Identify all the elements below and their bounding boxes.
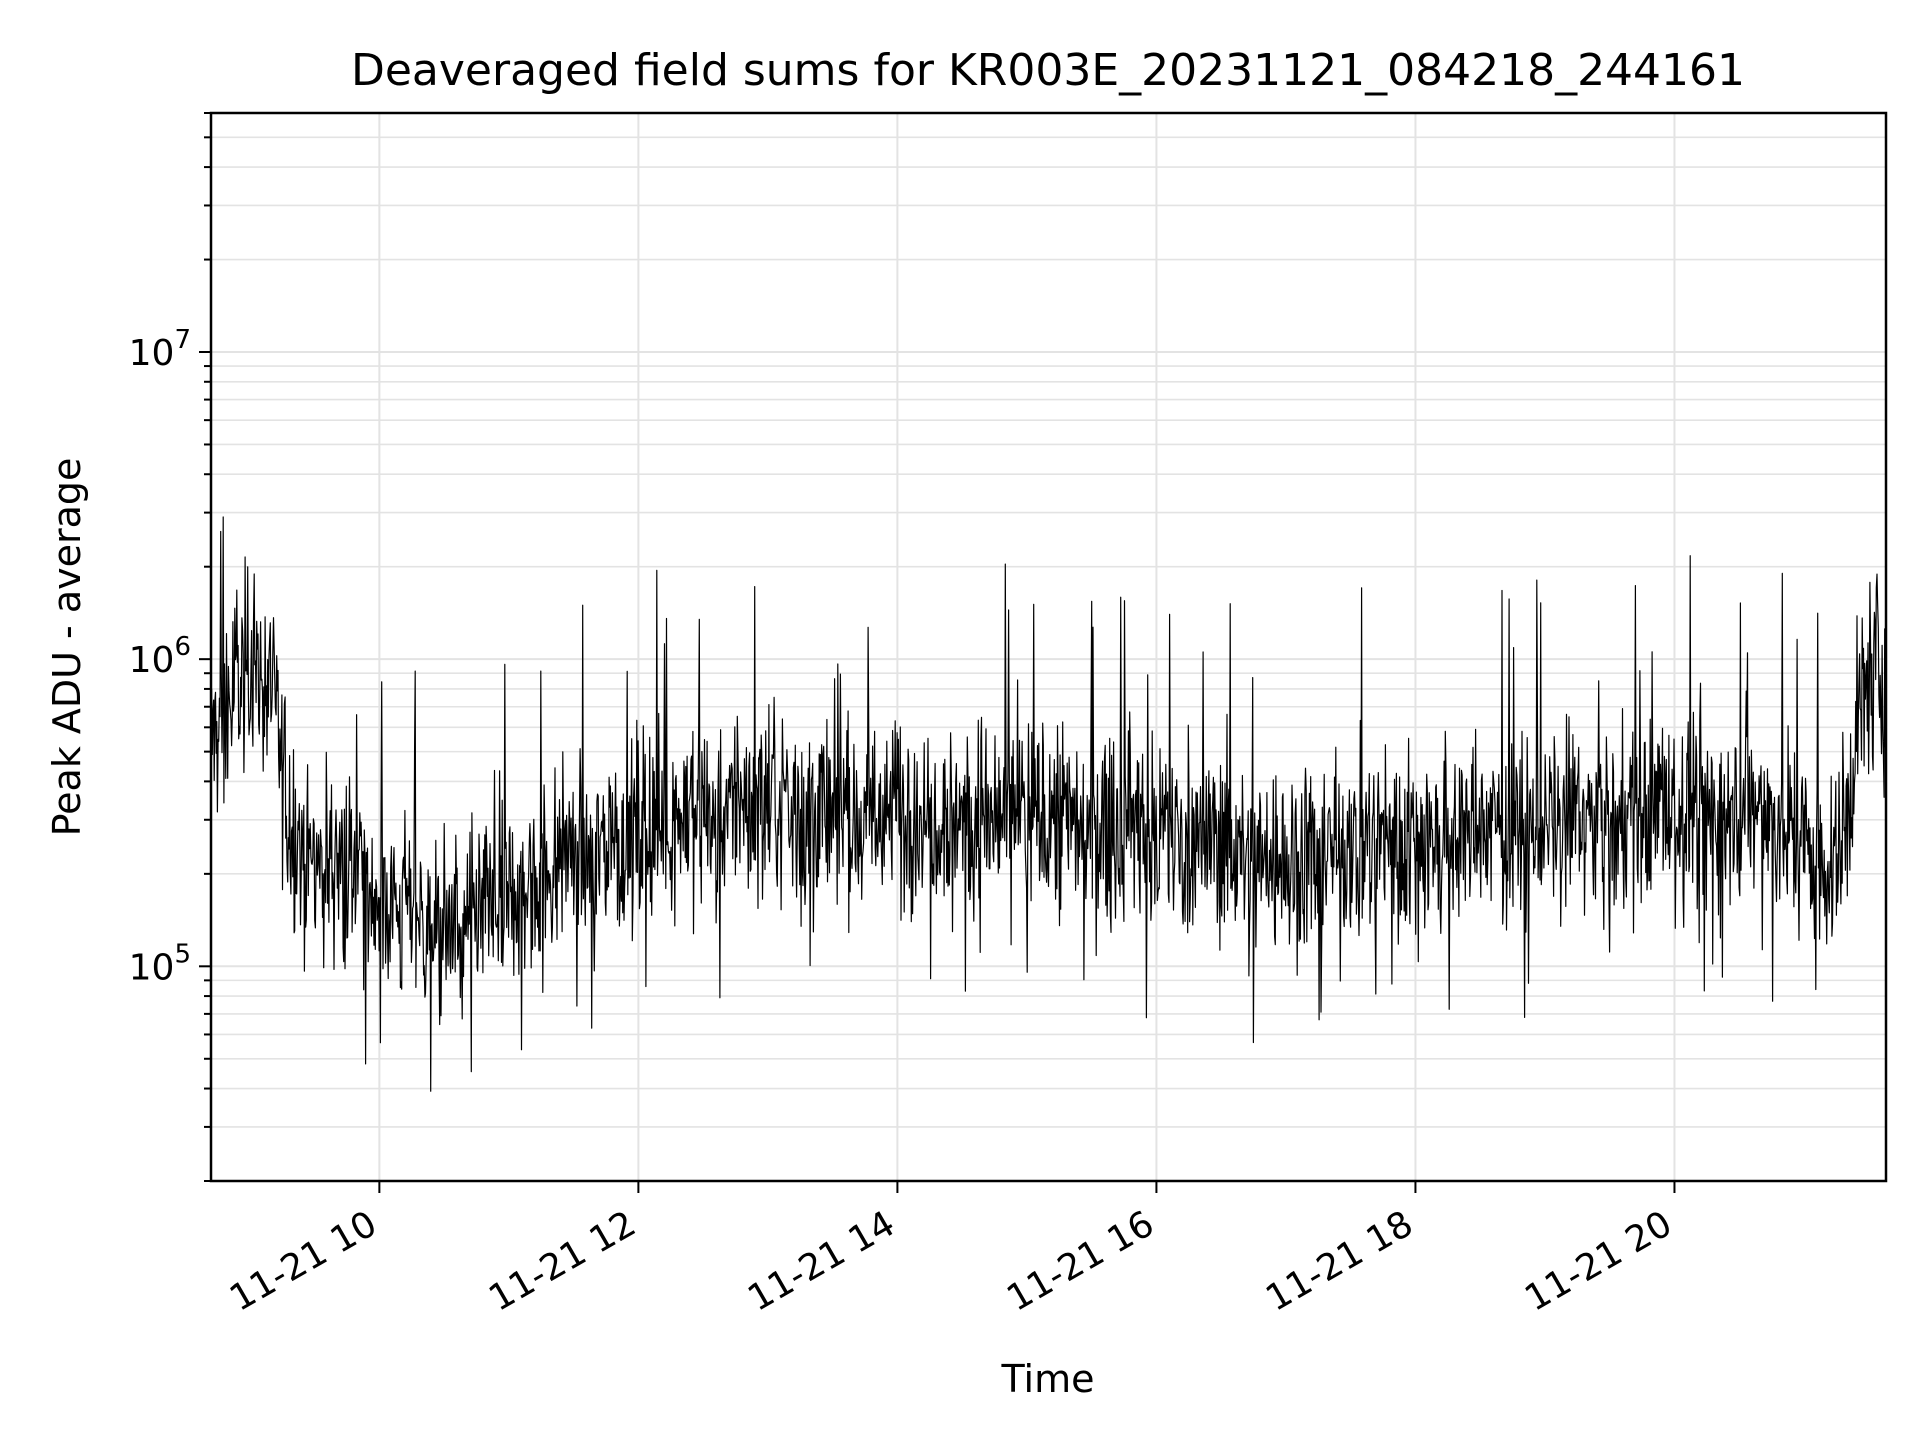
series-line — [211, 437, 1886, 1092]
axes-frame — [209, 111, 1888, 1183]
chart-title: Deaveraged field sums for KR003E_2023112… — [351, 45, 1745, 96]
x-axis-label: Time — [1001, 1357, 1095, 1401]
y-tick-label: 106 — [129, 632, 191, 681]
y-tick-label: 105 — [129, 939, 191, 988]
y-axis-ticks: 105 106 107 — [129, 112, 211, 1182]
plot-area — [211, 437, 1886, 1092]
y-tick-label: 107 — [129, 325, 191, 374]
y-axis-label: Peak ADU - average — [45, 458, 89, 837]
